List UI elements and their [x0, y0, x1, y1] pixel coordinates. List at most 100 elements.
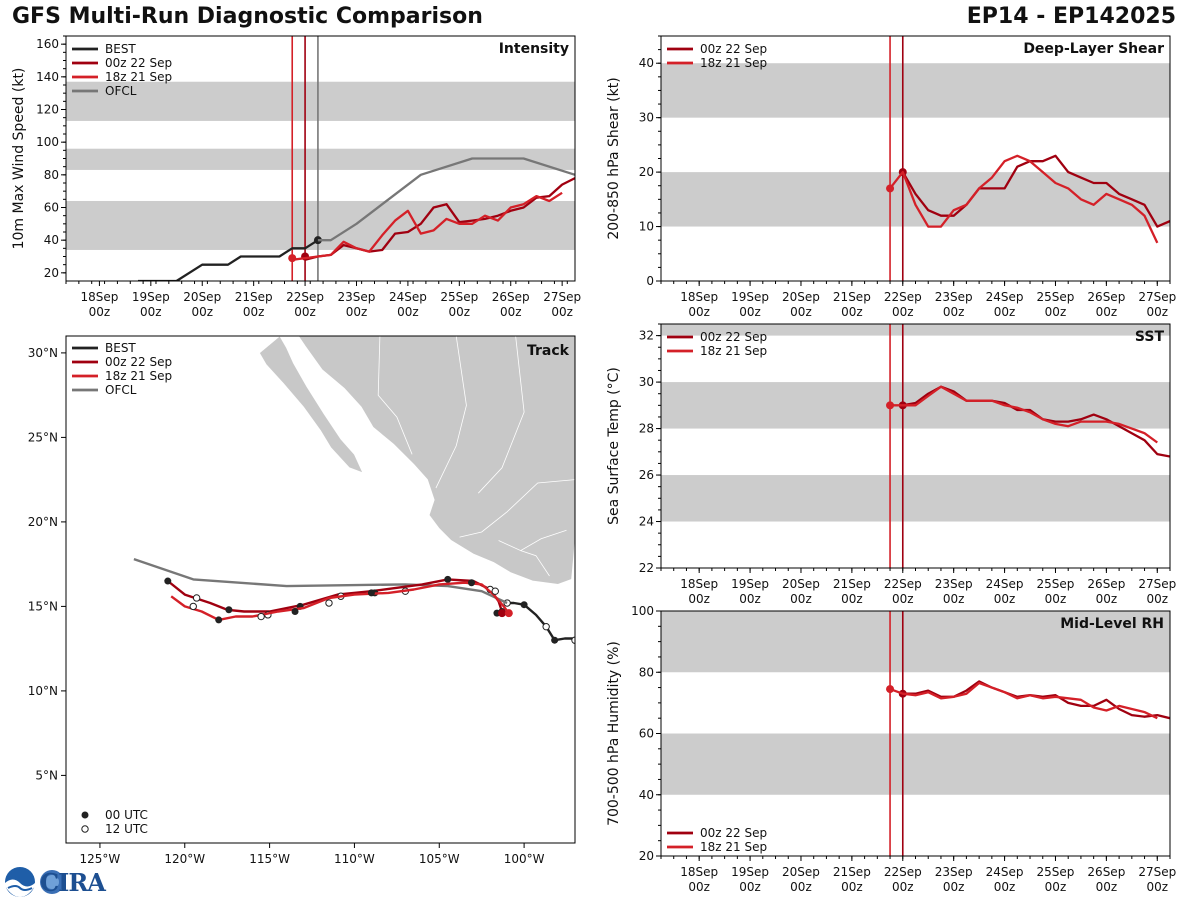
lat-tick-label: 10°N [28, 684, 58, 698]
y-tick-label: 20 [639, 165, 654, 179]
map-area [133, 336, 575, 644]
track-point-00utc [551, 636, 559, 644]
x-tick-date: 19Sep [731, 577, 769, 591]
marker-legend-label: 00 UTC [105, 808, 148, 822]
track-point-00utc [164, 577, 172, 585]
y-tick-label: 20 [44, 266, 59, 280]
x-tick-hour: 00z [449, 305, 471, 319]
x-tick-hour: 00z [994, 880, 1016, 894]
x-tick-hour: 00z [892, 880, 914, 894]
y-tick-label: 100 [631, 604, 654, 618]
series-marker [886, 685, 895, 694]
init-position-18z [504, 609, 513, 618]
series-line-18z-21-sep [889, 154, 1159, 244]
x-tick-date: 27Sep [1138, 865, 1176, 879]
lon-tick-label: 125°W [80, 852, 121, 866]
series-line-18z-21-sep [889, 681, 1158, 720]
legend-label: BEST [105, 42, 136, 56]
marker-legend-label: 12 UTC [105, 822, 148, 836]
y-axis-label: 10m Max Wind Speed (kt) [11, 68, 27, 250]
legend-label: 00z 22 Sep [700, 42, 767, 56]
x-tick-date: 24Sep [986, 865, 1024, 879]
legend-label: 00z 22 Sep [105, 355, 172, 369]
state-border [520, 550, 550, 577]
track-point-00utc [468, 579, 476, 587]
x-tick-date: 25Sep [1037, 865, 1075, 879]
track-point-12utc [192, 594, 201, 602]
x-tick-hour: 00z [140, 305, 162, 319]
legend-label: 00z 22 Sep [700, 826, 767, 840]
x-tick-date: 22Sep [884, 577, 922, 591]
x-tick-hour: 00z [739, 592, 761, 606]
x-tick-hour: 00z [1096, 592, 1118, 606]
track-panel: 125°W 120°W 115°W 110°W 105°W 100°W 5°N 10°N 15°… [28, 335, 576, 866]
y-tick-label: 140 [36, 70, 59, 84]
legend-label: 18z 21 Sep [700, 56, 767, 70]
figure-title: GFS Multi-Run Diagnostic Comparison [12, 4, 483, 29]
lon-tick-label: 120°W [164, 852, 205, 866]
series-line-00z-22-sep [902, 680, 1170, 720]
panel-title: Track [527, 343, 570, 359]
series-line-00z-22-sep [901, 154, 1170, 228]
y-tick-label: 30 [639, 111, 654, 125]
x-tick-hour: 00z [841, 880, 863, 894]
init-position-00z [498, 609, 507, 618]
sst-panel: 22242628303218Sep00z19Sep00z20Sep00z21Se… [606, 323, 1176, 606]
x-tick-date: 18Sep [680, 577, 718, 591]
x-tick-hour: 00z [1146, 305, 1168, 319]
x-tick-hour: 00z [739, 305, 761, 319]
x-tick-hour: 00z [688, 305, 710, 319]
series-marker [886, 184, 895, 193]
x-tick-hour: 00z [1146, 880, 1168, 894]
lat-tick-label: 5°N [35, 768, 58, 782]
cira-globe-icon [40, 870, 64, 894]
track-point-12utc [325, 599, 333, 607]
x-tick-date: 21Sep [833, 865, 871, 879]
lon-tick-label: 100°W [504, 852, 545, 866]
track-point-00utc [367, 589, 375, 597]
series-marker [288, 254, 297, 263]
threshold-band [661, 63, 1170, 118]
y-tick-label: 10 [639, 220, 654, 234]
state-border [498, 529, 567, 552]
lat-tick-label: 15°N [28, 599, 58, 613]
series-line-ofcl [317, 157, 575, 242]
series-line-18z-21-sep [890, 385, 1158, 444]
x-tick-hour: 00z [1045, 305, 1067, 319]
x-tick-date: 18Sep [680, 290, 718, 304]
x-tick-hour: 00z [892, 305, 914, 319]
legend-label: 18z 21 Sep [105, 369, 172, 383]
y-tick-label: 32 [639, 329, 654, 343]
legend-label: 18z 21 Sep [700, 344, 767, 358]
x-tick-date: 19Sep [731, 865, 769, 879]
x-tick-date: 24Sep [986, 577, 1024, 591]
lon-tick-label: 115°W [249, 852, 290, 866]
track-point-00utc [444, 575, 452, 583]
storm-id: EP14 - EP142025 [966, 4, 1176, 29]
x-tick-date: 24Sep [389, 290, 427, 304]
x-tick-date: 22Sep [286, 290, 324, 304]
track-point-00utc [291, 607, 299, 615]
shear-panel: 01020304018Sep00z19Sep00z20Sep00z21Sep00… [606, 35, 1176, 319]
map-frame [65, 335, 576, 844]
x-tick-hour: 00z [500, 305, 522, 319]
y-tick-label: 80 [639, 665, 654, 679]
x-tick-date: 19Sep [132, 290, 170, 304]
y-tick-label: 28 [639, 422, 654, 436]
agency-logos: CIRA [4, 866, 116, 898]
x-tick-date: 26Sep [1087, 865, 1125, 879]
cira-logo-text: CIRA [40, 868, 106, 897]
x-tick-date: 25Sep [1037, 577, 1075, 591]
lat-tick-label: 20°N [28, 515, 58, 529]
track-point-00utc [225, 606, 233, 614]
legend-label: 18z 21 Sep [700, 840, 767, 854]
track-point-00utc [215, 616, 223, 624]
lon-tick-label: 110°W [334, 852, 375, 866]
y-tick-label: 60 [44, 201, 59, 215]
y-tick-label: 40 [44, 233, 59, 247]
x-tick-date: 18Sep [80, 290, 118, 304]
x-tick-hour: 00z [790, 592, 812, 606]
x-tick-date: 24Sep [986, 290, 1024, 304]
x-tick-date: 20Sep [782, 290, 820, 304]
